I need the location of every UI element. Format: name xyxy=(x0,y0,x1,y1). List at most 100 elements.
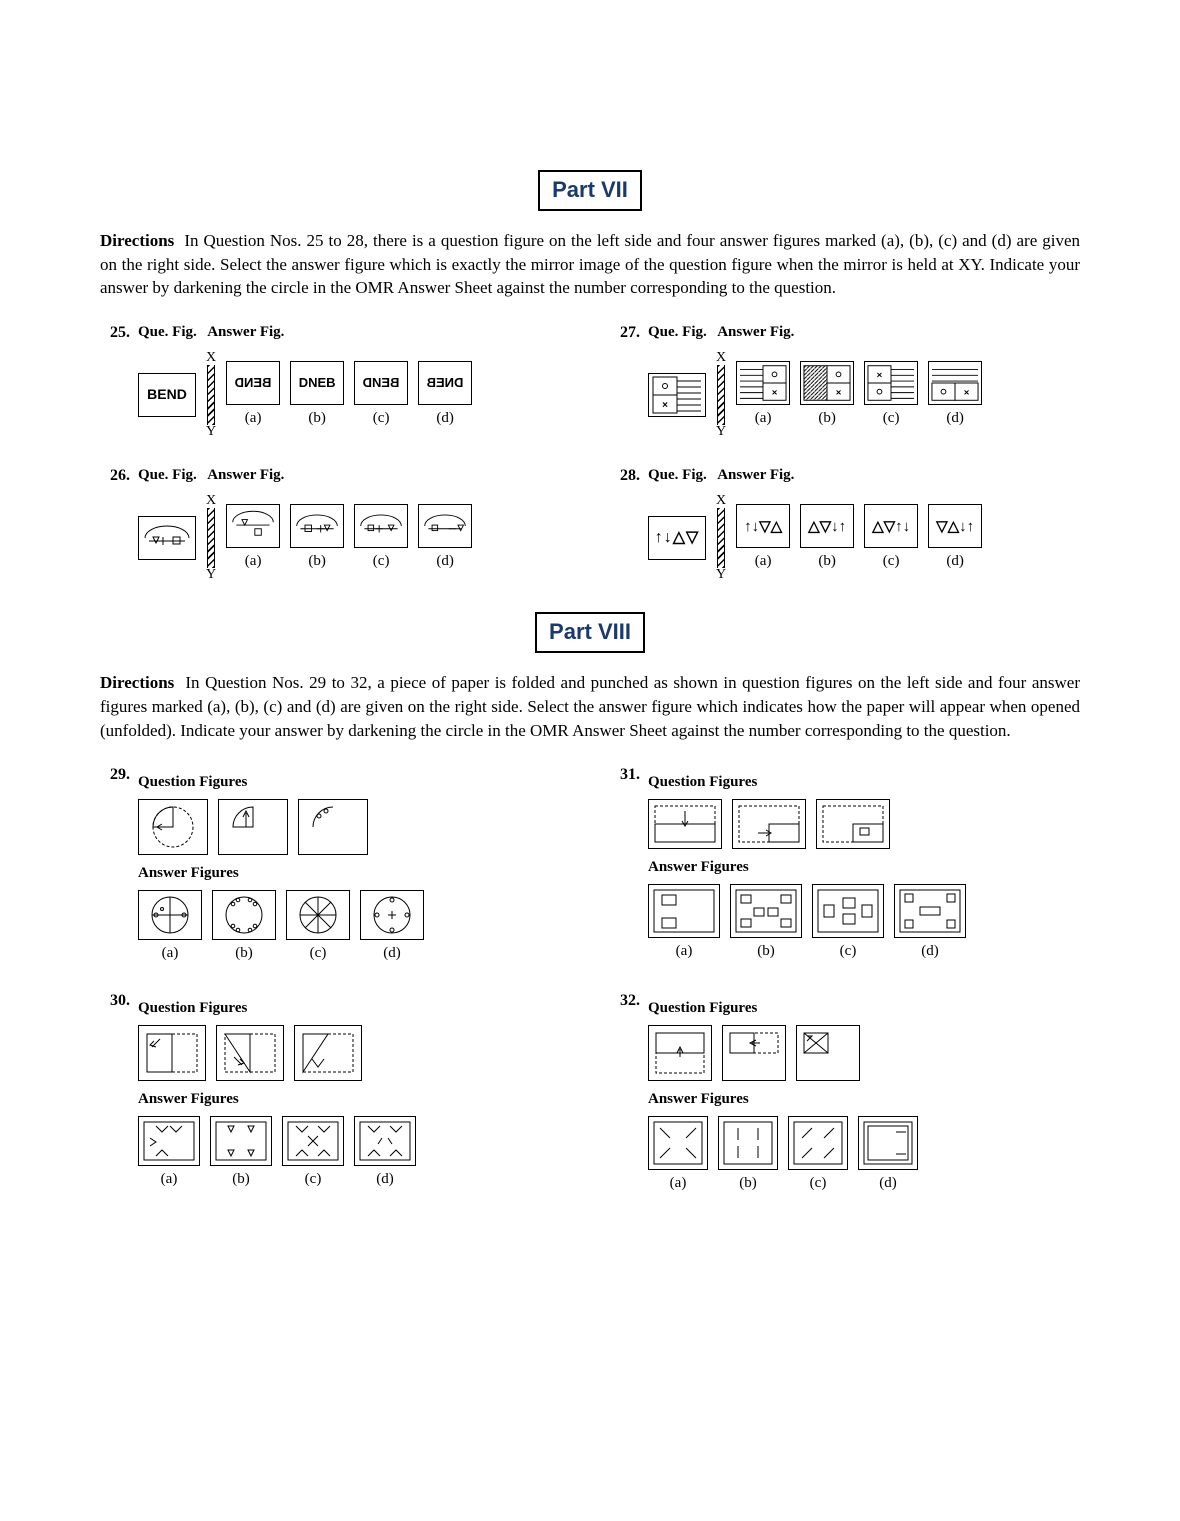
q25-number: 25. xyxy=(100,322,130,344)
q29-opt-a: (a) xyxy=(138,890,202,964)
q29-number: 29. xyxy=(100,764,130,786)
q26-opt-b: (b) xyxy=(290,504,344,572)
question-29: 29. Question Figures xyxy=(100,764,570,964)
question-25: 25. Que. Fig. Answer Fig. BEND X Y BEND … xyxy=(100,322,570,439)
q30-number: 30. xyxy=(100,990,130,1012)
q27-row: × X Y × (a) xyxy=(648,351,1080,439)
mirror-line xyxy=(207,365,215,425)
q28-opt-a: ↑↓▽△ (a) xyxy=(736,504,790,572)
q29-opt-c: (c) xyxy=(286,890,350,964)
q29-qf-2 xyxy=(218,799,288,855)
q31-af-label: Answer Figures xyxy=(648,857,1080,878)
q25-opt-b: DNEB (b) xyxy=(290,361,344,429)
q31-opt-a: (a) xyxy=(648,884,720,962)
q28-opt-b: △▽↓↑ (b) xyxy=(800,504,854,572)
q30-opt-b: (b) xyxy=(210,1116,272,1190)
directions-7-text: In Question Nos. 25 to 28, there is a qu… xyxy=(100,231,1080,298)
q30-af-row: (a) (b) (c) (d) xyxy=(138,1116,570,1190)
q25-label-row: Que. Fig. Answer Fig. xyxy=(138,322,570,343)
q28-opt-d: ▽△↓↑ (d) xyxy=(928,504,982,572)
q31-qf-3 xyxy=(816,799,890,849)
q28-que-fig: ↑↓△▽ xyxy=(648,516,706,560)
q26-opt-c: (c) xyxy=(354,504,408,572)
mirror-xy: X Y xyxy=(206,494,216,582)
q27-que-fig: × xyxy=(648,373,706,417)
mirror-xy: X Y xyxy=(716,494,726,582)
q30-opt-a: (a) xyxy=(138,1116,200,1190)
q25-opt-c: BEИD (c) xyxy=(354,361,408,429)
q25-opt-a: BEND (a) xyxy=(226,361,280,429)
q28-label-row: Que. Fig. Answer Fig. xyxy=(648,465,1080,486)
directions-part-8: Directions In Question Nos. 29 to 32, a … xyxy=(100,671,1080,742)
q30-qf-1 xyxy=(138,1025,206,1081)
q31-opt-d: (d) xyxy=(894,884,966,962)
q26-opt-a: (a) xyxy=(226,504,280,572)
q32-qf-3 xyxy=(796,1025,860,1081)
q30-qf-2 xyxy=(216,1025,284,1081)
q30-opt-d: (d) xyxy=(354,1116,416,1190)
q32-qf-1 xyxy=(648,1025,712,1081)
q27-opt-a: × (a) xyxy=(736,361,790,429)
q30-af-label: Answer Figures xyxy=(138,1089,570,1110)
q25-que-fig: BEND xyxy=(138,373,196,417)
q25-opt-d: DNEB (d) xyxy=(418,361,472,429)
q32-qf-2 xyxy=(722,1025,786,1081)
q27-opt-b: × (b) xyxy=(800,361,854,429)
question-31: 31. Question Figures Answer Figures (a) xyxy=(610,764,1080,964)
q31-qf-row xyxy=(648,799,1080,849)
svg-text:×: × xyxy=(662,400,668,411)
mirror-line xyxy=(717,508,725,568)
q32-number: 32. xyxy=(610,990,640,1012)
q29-qf-1 xyxy=(138,799,208,855)
q28-opt-c: △▽↑↓ (c) xyxy=(864,504,918,572)
q31-af-row: (a) (b) (c) (d) xyxy=(648,884,1080,962)
part-8-title: Part VIII xyxy=(535,612,645,653)
svg-text:×: × xyxy=(877,370,883,381)
q28-row: ↑↓△▽ X Y ↑↓▽△ (a) △▽↓↑ (b) △▽↑↓ (c) xyxy=(648,494,1080,582)
q29-qf-3 xyxy=(298,799,368,855)
svg-text:×: × xyxy=(772,388,778,399)
q30-qf-row xyxy=(138,1025,570,1081)
part-7-title: Part VII xyxy=(538,170,642,211)
q32-qf-row xyxy=(648,1025,1080,1081)
svg-text:×: × xyxy=(836,388,842,399)
mirror-xy: X Y xyxy=(716,351,726,439)
q32-af-label: Answer Figures xyxy=(648,1089,1080,1110)
q29-qf-label: Question Figures xyxy=(138,772,570,793)
q28-number: 28. xyxy=(610,465,640,487)
question-30: 30. Question Figures Answer Figures (a) xyxy=(100,990,570,1194)
q30-opt-c: (c) xyxy=(282,1116,344,1190)
q26-number: 26. xyxy=(100,465,130,487)
q31-opt-b: (b) xyxy=(730,884,802,962)
mirror-line xyxy=(717,365,725,425)
question-27: 27. Que. Fig. Answer Fig. × X xyxy=(610,322,1080,439)
q27-opt-c: × (c) xyxy=(864,361,918,429)
q31-opt-c: (c) xyxy=(812,884,884,962)
question-32: 32. Question Figures Answer Figures (a) xyxy=(610,990,1080,1194)
q26-opt-d: (d) xyxy=(418,504,472,572)
part-8-questions: 29. Question Figures xyxy=(100,764,1080,1194)
svg-text:×: × xyxy=(964,388,970,399)
part-7-questions: 25. Que. Fig. Answer Fig. BEND X Y BEND … xyxy=(100,322,1080,582)
q29-opt-d: (d) xyxy=(360,890,424,964)
directions-label-2: Directions xyxy=(100,673,174,692)
q31-number: 31. xyxy=(610,764,640,786)
q31-qf-1 xyxy=(648,799,722,849)
q32-opt-a: (a) xyxy=(648,1116,708,1194)
q29-af-row: (a) (b) (c) (d) xyxy=(138,890,570,964)
q29-af-label: Answer Figures xyxy=(138,863,570,884)
mirror-xy: X Y xyxy=(206,351,216,439)
q32-opt-d: (d) xyxy=(858,1116,918,1194)
q32-qf-label: Question Figures xyxy=(648,998,1080,1019)
part-8-header: Part VIII xyxy=(100,612,1080,653)
q32-opt-b: (b) xyxy=(718,1116,778,1194)
directions-part-7: Directions In Question Nos. 25 to 28, th… xyxy=(100,229,1080,300)
q29-opt-b: (b) xyxy=(212,890,276,964)
directions-8-text: In Question Nos. 29 to 32, a piece of pa… xyxy=(100,673,1080,740)
q26-label-row: Que. Fig. Answer Fig. xyxy=(138,465,570,486)
q26-que-fig xyxy=(138,516,196,560)
q27-label-row: Que. Fig. Answer Fig. xyxy=(648,322,1080,343)
q32-opt-c: (c) xyxy=(788,1116,848,1194)
q32-af-row: (a) (b) (c) (d) xyxy=(648,1116,1080,1194)
q30-qf-label: Question Figures xyxy=(138,998,570,1019)
